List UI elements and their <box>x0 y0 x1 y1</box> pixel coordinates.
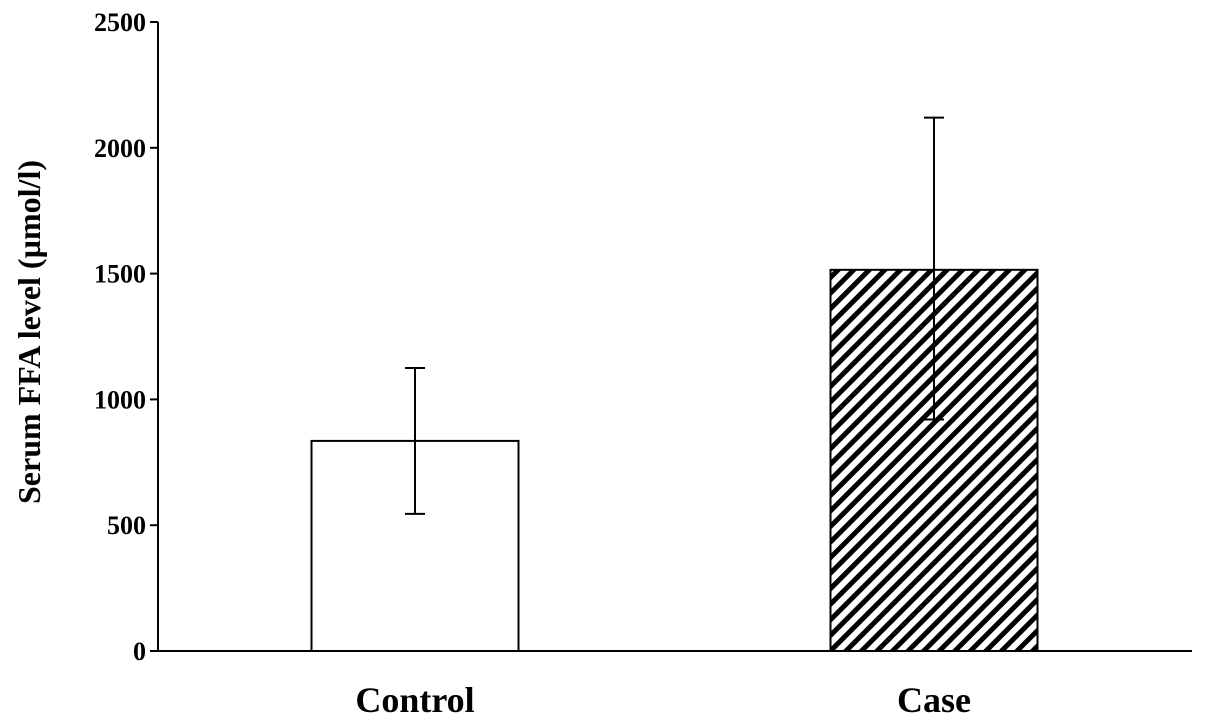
y-tick-label: 1500 <box>94 260 146 289</box>
y-tick-label: 2000 <box>94 134 146 163</box>
y-tick-label: 0 <box>133 637 146 666</box>
category-labels: Control Case <box>355 680 971 720</box>
category-label-case: Case <box>897 680 971 720</box>
y-tick-label: 1000 <box>94 385 146 414</box>
y-axis-title: Serum FFA level (µmol/l) <box>11 160 47 504</box>
y-tick-label: 2500 <box>94 8 146 37</box>
y-axis-ticks: 0 500 1000 1500 2000 2500 <box>94 8 158 666</box>
bars <box>312 270 1038 651</box>
y-tick-label: 500 <box>107 511 146 540</box>
category-label-control: Control <box>355 680 474 720</box>
